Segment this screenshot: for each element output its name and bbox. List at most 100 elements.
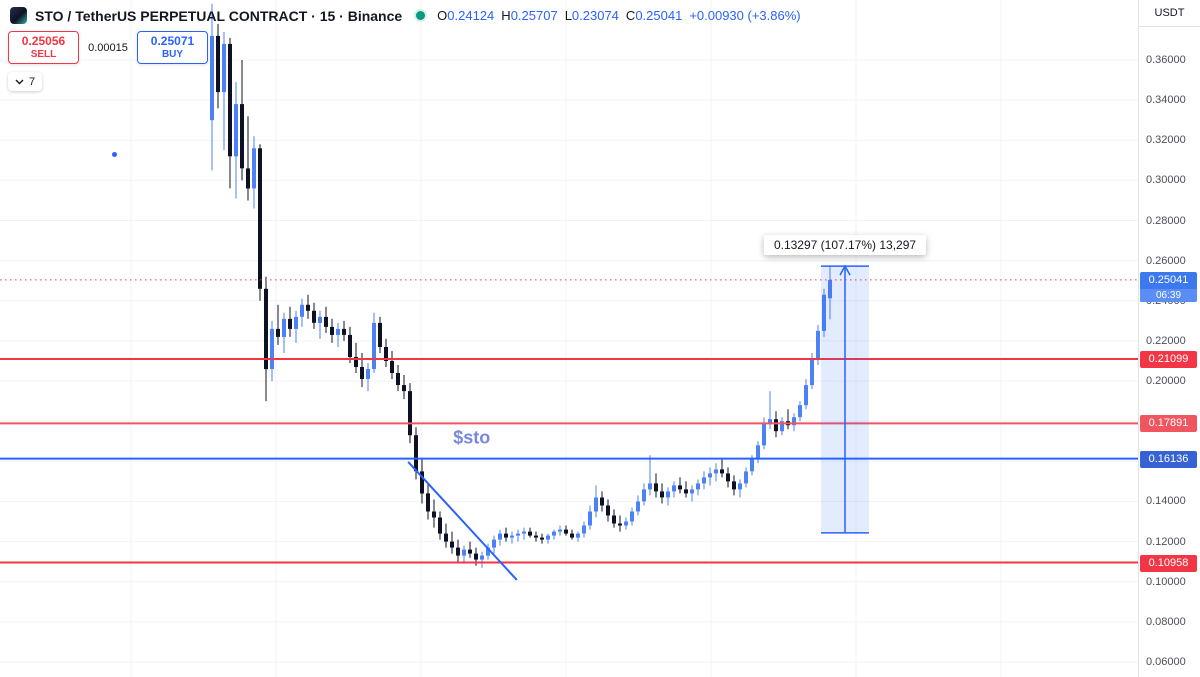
axis-tick-label: 0.34000	[1146, 94, 1186, 107]
close-label: C	[625, 8, 636, 23]
trend-line[interactable]	[407, 461, 518, 581]
candle-body	[546, 535, 550, 540]
candle-body	[588, 511, 592, 526]
candle-body	[378, 322, 382, 347]
candle-body	[288, 318, 292, 329]
candle-body	[384, 347, 388, 361]
candle-body	[426, 493, 430, 512]
axis-tick-label: 0.08000	[1146, 615, 1186, 628]
candle-body	[522, 531, 526, 534]
candle-body	[696, 483, 700, 490]
candle-body	[720, 469, 724, 474]
text-annotation[interactable]: $sto	[453, 427, 491, 448]
candle-body	[342, 328, 346, 335]
candle-body	[582, 525, 586, 534]
candlestick-chart[interactable]	[0, 0, 1138, 677]
candle-body	[744, 471, 748, 484]
candle-body	[246, 168, 250, 189]
candle-body	[564, 529, 568, 534]
axis-currency-label[interactable]: USDT	[1139, 0, 1200, 27]
candle-body	[666, 491, 670, 498]
candle-body	[534, 535, 538, 538]
price-level-tag: 0.17891	[1140, 415, 1197, 433]
candle-body	[810, 359, 814, 386]
candle-body	[354, 357, 358, 367]
candle-body	[552, 531, 556, 536]
candle-body	[396, 373, 400, 385]
sell-button[interactable]: 0.25056 SELL	[8, 31, 79, 64]
open-value: 0.24124	[447, 8, 495, 23]
candle-body	[306, 304, 310, 311]
candle-body	[684, 489, 688, 494]
candle-body	[780, 421, 784, 432]
candle-body	[708, 473, 712, 478]
candle-body	[804, 385, 808, 406]
candle-body	[792, 417, 796, 426]
candle-body	[576, 533, 580, 538]
drawings-count: 7	[29, 75, 36, 88]
candle-body	[528, 531, 532, 536]
current-price-tag: 0.25041 06:39	[1140, 271, 1197, 302]
buy-label: BUY	[161, 48, 184, 60]
buy-button[interactable]: 0.25071 BUY	[137, 31, 208, 64]
spread-value: 0.00015	[79, 39, 137, 56]
sell-label: SELL	[30, 48, 57, 60]
candle-body	[618, 523, 622, 526]
price-axis[interactable]: USDT 0.36000 0.34000 0.32000 0.30000 0.28000…	[1138, 0, 1200, 677]
candle-body	[414, 435, 418, 472]
candle-body	[240, 104, 244, 169]
axis-tick-label: 0.32000	[1146, 134, 1186, 147]
candle-body	[816, 330, 820, 359]
candle-body	[270, 328, 274, 369]
candle-body	[672, 485, 676, 492]
candle-body	[324, 316, 328, 327]
symbol-title[interactable]: STO / TetherUS PERPETUAL CONTRACT · 15 ·…	[35, 7, 403, 24]
chart-pane[interactable]: 0.13297 (107.17%) 13,297 $sto	[0, 0, 1138, 677]
candle-body	[738, 483, 742, 490]
candle-body	[294, 316, 298, 329]
candle-body	[312, 310, 316, 323]
candle-body	[630, 511, 634, 522]
price-range-drawing[interactable]	[821, 264, 869, 534]
candle-body	[516, 533, 520, 536]
buy-sell-panel: 0.25056 SELL 0.00015 0.25071 BUY	[8, 31, 208, 64]
candle-body	[828, 279, 832, 299]
low-value: 0.23074	[571, 8, 619, 23]
candle-body	[762, 423, 766, 446]
dot-marker[interactable]	[112, 152, 117, 157]
candle-body	[432, 511, 436, 518]
high-label: H	[501, 8, 511, 23]
candle-body	[282, 318, 286, 337]
candle-body	[726, 473, 730, 482]
axis-tick-label: 0.30000	[1146, 174, 1186, 187]
drawings-toolbar-toggle[interactable]: 7	[8, 72, 43, 91]
price-level-tag: 0.10958	[1140, 554, 1197, 572]
candle-body	[462, 549, 466, 556]
axis-tick-label: 0.26000	[1146, 254, 1186, 267]
candle-body	[612, 515, 616, 524]
axis-tick-label: 0.14000	[1146, 495, 1186, 508]
market-status-icon[interactable]	[416, 11, 426, 20]
axis-tick-label: 0.10000	[1146, 575, 1186, 588]
candle-body	[300, 304, 304, 317]
candle-body	[276, 328, 280, 337]
candle-body	[234, 104, 238, 157]
candle-body	[570, 533, 574, 538]
candle-body	[600, 497, 604, 506]
candle-body	[420, 471, 424, 494]
candle-body	[366, 369, 370, 379]
candle-body	[348, 334, 352, 357]
candle-body	[594, 497, 598, 512]
candle-body	[330, 326, 334, 335]
symbol-logo-icon	[10, 7, 27, 24]
axis-tick-label: 0.28000	[1146, 214, 1186, 227]
candle-body	[750, 459, 754, 472]
high-value: 0.25707	[510, 8, 558, 23]
candle-body	[492, 539, 496, 548]
price-range-label[interactable]: 0.13297 (107.17%) 13,297	[763, 235, 927, 256]
candle-body	[822, 294, 826, 331]
candle-body	[654, 483, 658, 492]
candle-body	[648, 483, 652, 490]
candle-body	[732, 481, 736, 490]
